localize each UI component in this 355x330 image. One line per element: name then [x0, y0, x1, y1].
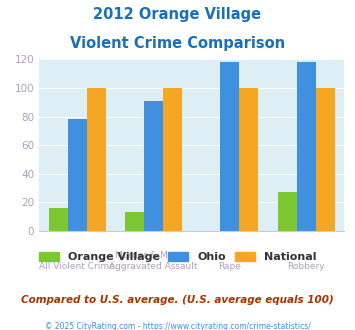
Bar: [144, 101, 163, 231]
Bar: [68, 119, 87, 231]
Bar: [163, 88, 182, 231]
Bar: [278, 192, 297, 231]
Bar: [87, 88, 106, 231]
Bar: [239, 88, 258, 231]
Text: © 2025 CityRating.com - https://www.cityrating.com/crime-statistics/: © 2025 CityRating.com - https://www.city…: [45, 322, 310, 330]
Text: Murder & Mans...: Murder & Mans...: [115, 251, 192, 260]
Bar: [316, 88, 335, 231]
Legend: Orange Village, Ohio, National: Orange Village, Ohio, National: [34, 248, 321, 267]
Text: Compared to U.S. average. (U.S. average equals 100): Compared to U.S. average. (U.S. average …: [21, 295, 334, 305]
Bar: [220, 62, 239, 231]
Text: Rape: Rape: [218, 262, 241, 272]
Bar: [297, 62, 316, 231]
Text: Aggravated Assault: Aggravated Assault: [109, 262, 198, 272]
Text: 2012 Orange Village: 2012 Orange Village: [93, 7, 262, 21]
Text: Robbery: Robbery: [288, 262, 325, 272]
Text: Violent Crime Comparison: Violent Crime Comparison: [70, 36, 285, 51]
Bar: [125, 213, 144, 231]
Bar: [49, 208, 68, 231]
Text: All Violent Crime: All Violent Crime: [39, 262, 115, 272]
